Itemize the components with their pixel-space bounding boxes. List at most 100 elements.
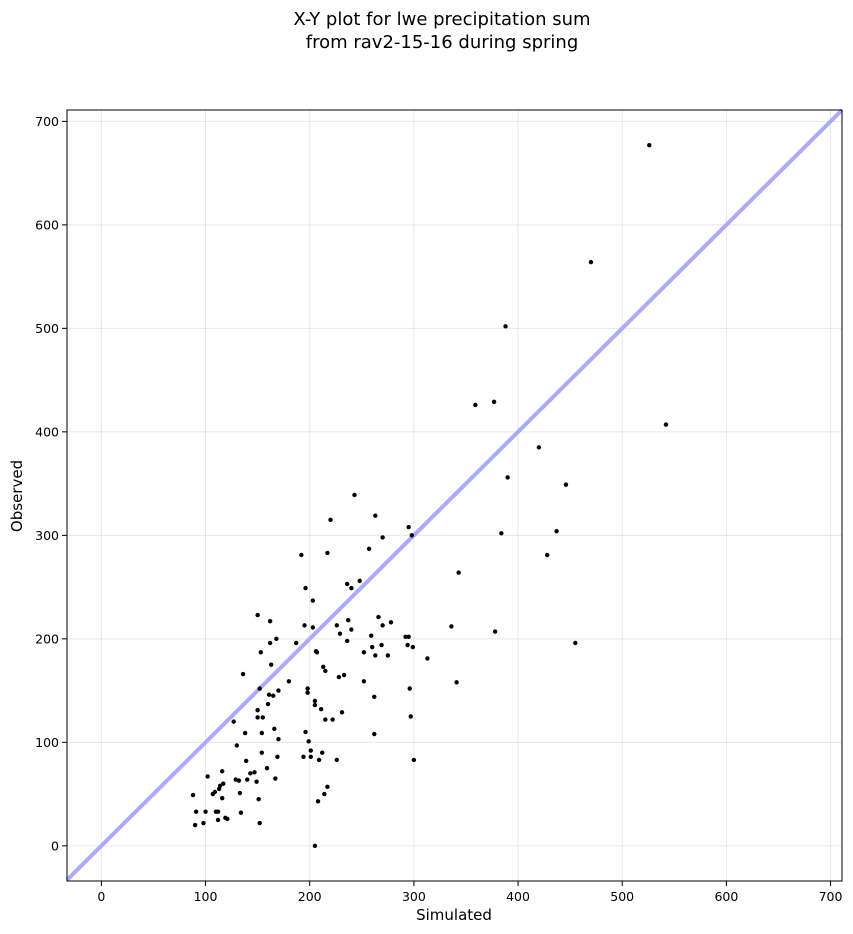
scatter-point — [303, 729, 308, 735]
scatter-point — [337, 631, 343, 636]
scatter-point — [588, 259, 594, 265]
scatter-point — [271, 693, 276, 698]
scatter-point — [334, 757, 339, 763]
scatter-point — [302, 623, 307, 628]
one-to-one-line — [65, 108, 844, 882]
scatter-point — [257, 820, 262, 826]
scatter-point — [303, 585, 308, 591]
scatter-point — [308, 748, 313, 753]
scatter-point — [339, 710, 345, 715]
scatter-point — [368, 633, 374, 638]
scatter-point — [563, 482, 569, 487]
scatter-point — [238, 810, 244, 815]
scatter-point — [505, 475, 510, 480]
scatter-point — [257, 686, 262, 691]
scatter-point — [266, 692, 272, 697]
scatter-point — [265, 701, 271, 707]
scatter-point — [456, 570, 461, 575]
grid-lines — [67, 110, 842, 881]
x-tick-label: 600 — [714, 889, 738, 904]
scatter-point — [372, 694, 377, 699]
scatter-point — [372, 731, 377, 737]
scatter-point — [306, 739, 311, 744]
scatter-point — [318, 707, 324, 712]
scatter-point — [345, 638, 350, 644]
scatter-point — [449, 624, 454, 629]
scatter-point — [503, 324, 508, 329]
scatter-point — [276, 688, 281, 693]
scatter-point — [663, 422, 669, 427]
scatter-point — [305, 686, 310, 691]
scatter-point — [215, 809, 221, 814]
scatter-point — [325, 784, 330, 790]
scatter-point — [220, 769, 225, 774]
scatter-point — [308, 754, 313, 760]
y-tick-label: 600 — [35, 217, 59, 232]
scatter-point — [321, 664, 326, 669]
scatter-point — [220, 796, 225, 801]
scatter-point — [349, 627, 354, 632]
scatter-point — [425, 656, 430, 661]
x-axis-ticks: 0 100 200 300 400 500 600 700 — [97, 881, 843, 904]
scatter-point — [491, 399, 497, 405]
scatter-point — [405, 642, 410, 648]
x-axis-label: Simulated — [416, 906, 492, 924]
scatter-point — [274, 636, 279, 642]
scatter-point — [242, 730, 248, 736]
x-tick-label: 300 — [402, 889, 426, 904]
scatter-point — [273, 776, 278, 781]
scatter-point — [255, 715, 260, 720]
scatter-point — [237, 790, 243, 796]
scatter-point — [193, 809, 199, 814]
scatter-point — [647, 142, 652, 148]
scatter-point — [349, 585, 354, 591]
scatter-point — [388, 620, 394, 625]
chart-title-line-1: X-Y plot for lwe precipitation sum — [293, 9, 590, 30]
scatter-point — [314, 650, 320, 655]
scatter-point — [293, 640, 299, 646]
scatter-point — [403, 634, 408, 639]
scatter-point — [316, 757, 322, 763]
scatter-point — [310, 598, 316, 603]
scatter-point — [310, 625, 316, 630]
scatter-point — [252, 770, 257, 775]
x-tick-label: 200 — [298, 889, 322, 904]
data-points — [190, 142, 669, 849]
scatter-point — [573, 640, 578, 646]
scatter-point — [409, 533, 414, 538]
scatter-point — [345, 581, 350, 587]
x-tick-label: 400 — [506, 889, 530, 904]
y-axis-ticks: 0 100 200 300 400 500 600 700 — [35, 114, 67, 853]
scatter-point — [406, 524, 411, 530]
x-tick-label: 0 — [97, 889, 105, 904]
scatter-point — [203, 809, 208, 814]
scatter-point — [268, 662, 274, 667]
scatter-point — [373, 653, 378, 658]
scatter-point — [255, 708, 260, 713]
scatter-point — [254, 779, 259, 784]
scatter-point — [370, 644, 375, 650]
scatter-point — [217, 783, 223, 788]
scatter-point — [192, 822, 198, 828]
scatter-point — [234, 743, 239, 748]
scatter-point — [190, 792, 196, 798]
scatter-point — [312, 843, 318, 849]
y-tick-label: 700 — [35, 114, 59, 129]
scatter-point — [245, 777, 250, 782]
scatter-point — [267, 619, 273, 624]
scatter-point — [248, 771, 253, 776]
scatter-point — [259, 750, 264, 755]
scatter-point — [545, 552, 550, 558]
scatter-point — [236, 778, 242, 783]
scatter-point — [499, 531, 504, 536]
scatter-point — [323, 717, 328, 722]
plot-frame — [66, 109, 843, 882]
scatter-point — [286, 679, 292, 684]
scatter-point — [407, 686, 412, 691]
y-tick-label: 0 — [51, 838, 59, 853]
y-tick-label: 300 — [35, 528, 59, 543]
scatter-point — [240, 671, 246, 677]
scatter-point — [325, 550, 330, 556]
scatter-point — [272, 726, 277, 732]
